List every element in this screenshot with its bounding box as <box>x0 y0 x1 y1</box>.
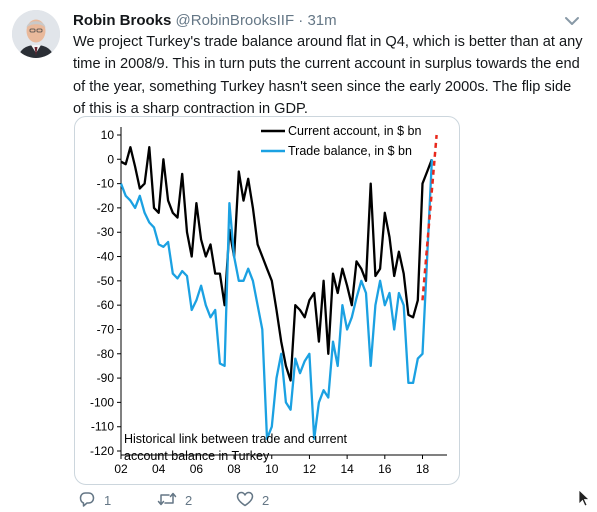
x-tick-label: 10 <box>265 462 279 476</box>
reply-icon <box>78 490 96 511</box>
y-tick-label: -110 <box>91 420 114 434</box>
annotation-line: Historical link between trade and curren… <box>124 432 348 446</box>
tweet-actions: 1 2 2 <box>0 490 597 510</box>
like-button[interactable]: 2 <box>236 490 269 510</box>
x-tick-label: 16 <box>378 462 392 476</box>
y-tick-label: -10 <box>97 177 115 191</box>
tweet-time[interactable]: 31m <box>307 12 337 29</box>
projection-line <box>421 134 438 301</box>
y-tick-label: -40 <box>97 250 115 264</box>
time-separator: · <box>298 12 304 29</box>
legend-label: Trade balance, in $ bn <box>288 144 412 158</box>
reply-count: 1 <box>104 492 112 508</box>
like-count: 2 <box>262 492 270 508</box>
chevron-down-icon[interactable] <box>563 14 581 28</box>
x-tick-label: 06 <box>190 462 204 476</box>
y-tick-label: -60 <box>97 298 115 312</box>
y-tick-label: -20 <box>97 201 115 215</box>
x-tick-label: 02 <box>114 462 128 476</box>
chart: 10 0 -10 -20 -30 -40 -50 -60 -70 -80 -90 -100 -110 -1… <box>90 124 447 476</box>
x-tick-label: 04 <box>152 462 166 476</box>
legend-label: Current account, in $ bn <box>288 124 421 138</box>
y-tick-label: 0 <box>107 152 114 166</box>
chart-image[interactable]: 10 0 -10 -20 -30 -40 -50 -60 -70 -80 -90 -100 -110 -1… <box>74 116 460 485</box>
x-tick-label: 12 <box>303 462 317 476</box>
reply-button[interactable]: 1 <box>78 490 111 510</box>
trade-balance-line <box>119 159 434 440</box>
y-tick-label: -80 <box>97 347 115 361</box>
heart-icon <box>236 490 254 511</box>
avatar[interactable] <box>12 10 60 58</box>
y-tick-label: 10 <box>101 128 115 142</box>
y-tick-label: -100 <box>90 395 114 409</box>
mouse-cursor-icon <box>578 489 591 512</box>
y-tick-label: -90 <box>97 371 115 385</box>
x-tick-label: 14 <box>340 462 354 476</box>
y-tick-label: -70 <box>97 322 115 336</box>
current-account-line <box>120 146 433 382</box>
tweet-header: Robin Brooks @RobinBrooksIIF · 31m <box>73 12 337 29</box>
x-tick-label: 08 <box>227 462 241 476</box>
y-tick-label: -50 <box>97 274 115 288</box>
retweet-button[interactable]: 2 <box>157 490 192 510</box>
y-tick-label: -120 <box>90 444 114 458</box>
annotation-line: account balance in Turkey <box>124 449 270 463</box>
y-tick-label: -30 <box>97 225 115 239</box>
x-tick-label: 18 <box>416 462 430 476</box>
retweet-icon <box>157 490 177 511</box>
author-handle[interactable]: @RobinBrooksIIF <box>175 12 295 29</box>
author-name[interactable]: Robin Brooks <box>73 12 172 29</box>
retweet-count: 2 <box>185 492 193 508</box>
tweet-text: We project Turkey's trade balance around… <box>73 34 583 118</box>
